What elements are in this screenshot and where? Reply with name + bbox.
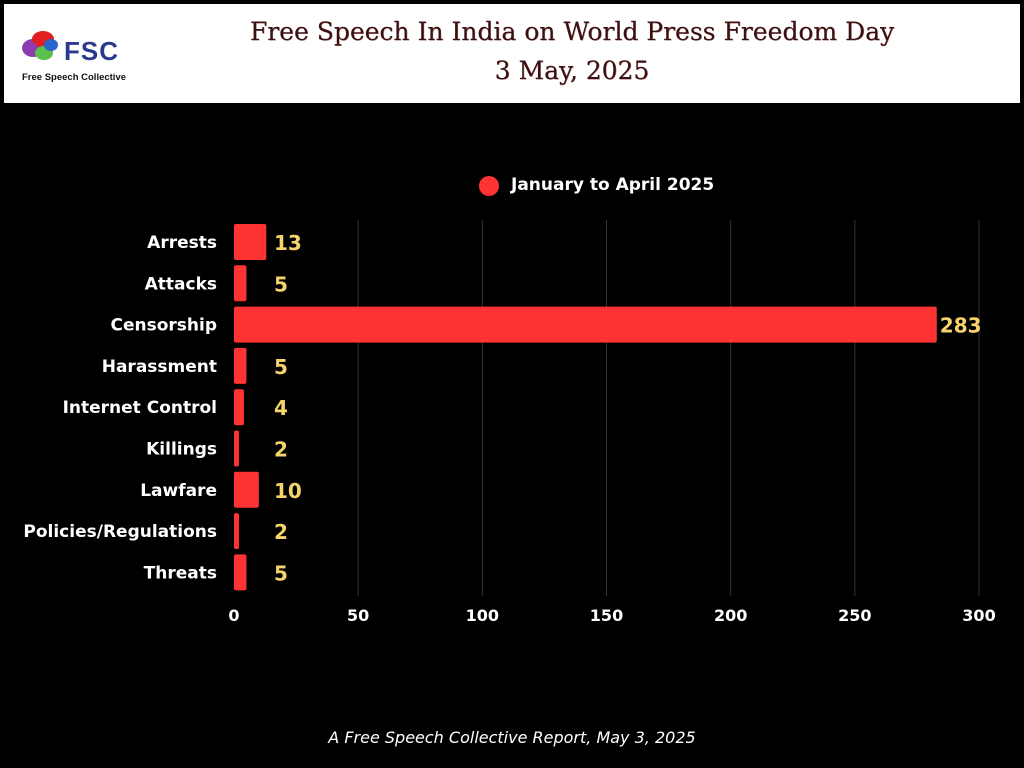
bar: [234, 306, 937, 343]
bar: [234, 224, 267, 260]
logo-subtitle: Free Speech Collective: [22, 72, 127, 83]
category-label: Censorship: [110, 316, 217, 336]
bar: [234, 471, 259, 508]
value-label: 10: [274, 479, 302, 503]
bar: [234, 513, 239, 550]
bar: [234, 347, 247, 384]
value-label: 2: [274, 520, 288, 544]
logo-text: FSC: [64, 36, 119, 66]
category-label: Killings: [146, 440, 217, 460]
value-label: 283: [940, 314, 982, 338]
header: FSC Free Speech Collective Free Speech I…: [4, 4, 1020, 103]
category-label: Harassment: [102, 357, 217, 377]
category-label: Threats: [144, 563, 217, 583]
x-tick-label: 100: [466, 606, 499, 625]
value-label: 5: [274, 355, 288, 379]
category-label: Lawfare: [140, 481, 217, 501]
bar: [234, 554, 247, 591]
bar: [234, 265, 247, 302]
footer-credit: A Free Speech Collective Report, May 3, …: [328, 728, 696, 747]
x-tick-label: 200: [714, 606, 747, 625]
value-label: 5: [274, 561, 288, 585]
x-tick-label: 0: [228, 606, 239, 625]
legend-swatch: [479, 176, 499, 196]
x-tick-label: 250: [838, 606, 871, 625]
chart-title: Free Speech In India on World Press Free…: [249, 17, 895, 46]
category-label: Arrests: [147, 233, 217, 253]
x-tick-label: 300: [962, 606, 995, 625]
x-tick-label: 50: [347, 606, 369, 625]
chart-subtitle-date: 3 May, 2025: [494, 56, 650, 85]
value-label: 2: [274, 438, 288, 462]
value-label: 5: [274, 272, 288, 296]
bar: [234, 389, 244, 426]
fsc-logo: FSC Free Speech Collective: [20, 26, 140, 86]
category-label: Policies/Regulations: [23, 522, 217, 542]
x-tick-label: 150: [590, 606, 623, 625]
category-label: Internet Control: [63, 398, 217, 418]
category-label: Attacks: [145, 274, 217, 294]
bar: [234, 430, 239, 467]
value-label: 4: [274, 396, 288, 420]
speech-bubbles-icon: [22, 31, 58, 60]
value-label: 13: [274, 231, 302, 255]
legend-label: January to April 2025: [511, 175, 715, 195]
